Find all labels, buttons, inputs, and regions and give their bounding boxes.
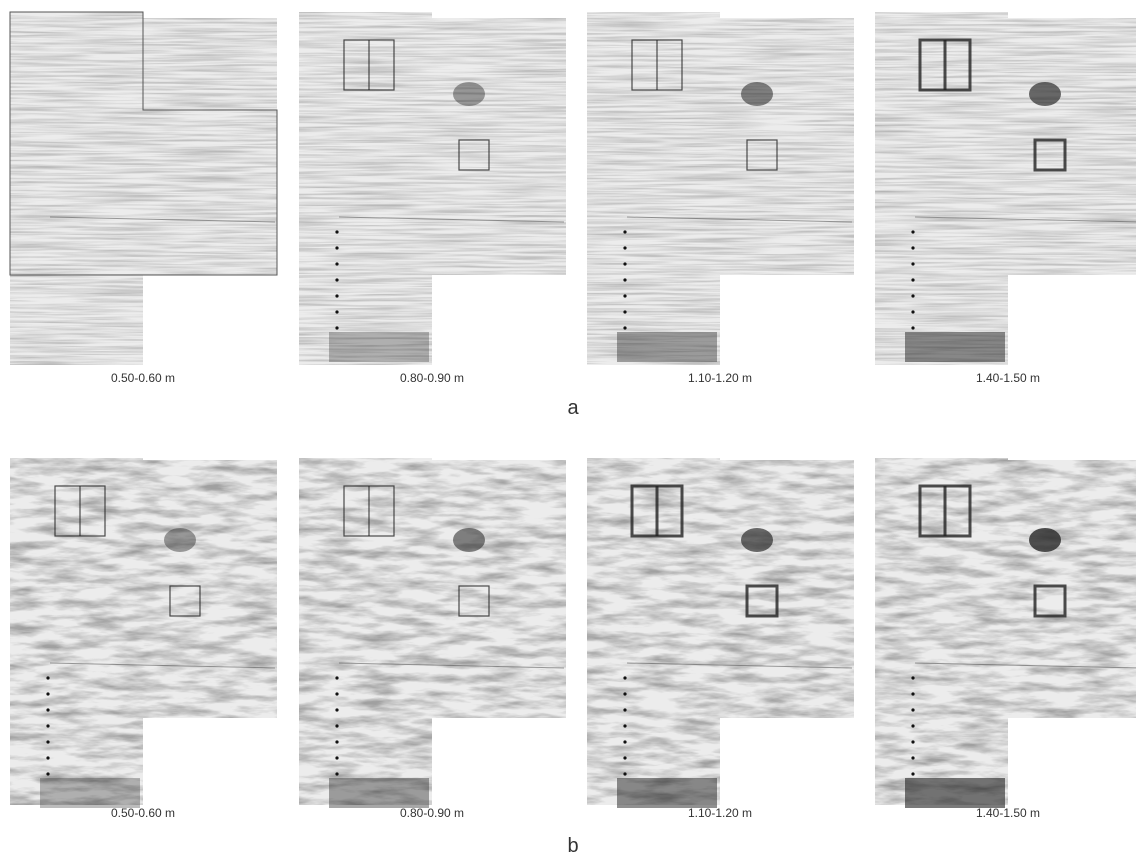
anomaly [453,82,485,106]
anomaly [453,528,485,552]
post-hole [911,692,914,695]
anomaly [617,332,717,362]
post-hole [46,724,49,727]
post-hole [335,724,338,727]
slice-texture [143,18,277,275]
post-hole [623,756,626,759]
post-hole [335,708,338,711]
anomaly [164,528,196,552]
slice-texture [587,12,720,365]
post-hole [911,676,914,679]
post-hole [335,230,338,233]
post-hole [911,740,914,743]
slice-texture [587,458,720,805]
caption: 0.80-0.90 m [400,806,464,820]
slice-texture [720,460,854,718]
post-hole [46,676,49,679]
anomaly [905,778,1005,808]
post-hole [623,278,626,281]
post-hole [623,310,626,313]
slice-texture [299,12,432,365]
post-hole [335,278,338,281]
anomaly [329,778,429,808]
caption: 1.10-1.20 m [688,371,752,385]
post-hole [911,310,914,313]
anomaly [741,528,773,552]
anomaly [40,778,140,808]
post-hole [911,294,914,297]
post-hole [911,708,914,711]
row-label: a [567,397,579,419]
figure: 0.50-0.60 m 0.80-0.90 m 1.10-1.20 m 1.40-1.… [0,0,1136,861]
post-hole [911,278,914,281]
caption: 1.40-1.50 m [976,371,1040,385]
post-hole [46,692,49,695]
anomaly [1029,528,1061,552]
slice-texture [720,18,854,275]
post-hole [46,772,49,775]
post-hole [623,708,626,711]
caption: 0.50-0.60 m [111,806,175,820]
post-hole [623,262,626,265]
post-hole [911,756,914,759]
slice-texture [143,460,277,718]
post-hole [335,326,338,329]
caption: 0.80-0.90 m [400,371,464,385]
slice-texture [299,458,432,805]
post-hole [335,310,338,313]
post-hole [623,246,626,249]
anomaly [1029,82,1061,106]
post-hole [335,294,338,297]
post-hole [46,756,49,759]
post-hole [335,772,338,775]
post-hole [335,692,338,695]
post-hole [623,740,626,743]
post-hole [911,246,914,249]
caption: 1.40-1.50 m [976,806,1040,820]
slice-texture [875,12,1008,365]
post-hole [623,724,626,727]
slice-texture [10,458,143,805]
caption: 1.10-1.20 m [688,806,752,820]
slice-texture [875,458,1008,805]
slice-texture [1008,18,1136,275]
anomaly [617,778,717,808]
post-hole [911,326,914,329]
post-hole [623,230,626,233]
post-hole [623,294,626,297]
post-hole [335,246,338,249]
caption: 0.50-0.60 m [111,371,175,385]
anomaly [905,332,1005,362]
post-hole [911,262,914,265]
post-hole [911,724,914,727]
slice-texture [10,12,143,365]
post-hole [335,740,338,743]
post-hole [335,262,338,265]
post-hole [46,740,49,743]
anomaly [329,332,429,362]
anomaly [741,82,773,106]
post-hole [623,772,626,775]
slice-texture [1008,460,1136,718]
post-hole [623,676,626,679]
row-label: b [567,835,578,857]
post-hole [335,756,338,759]
post-hole [623,692,626,695]
slice-texture [432,18,566,275]
slice-texture [432,460,566,718]
post-hole [46,708,49,711]
post-hole [911,772,914,775]
post-hole [623,326,626,329]
post-hole [911,230,914,233]
post-hole [335,676,338,679]
